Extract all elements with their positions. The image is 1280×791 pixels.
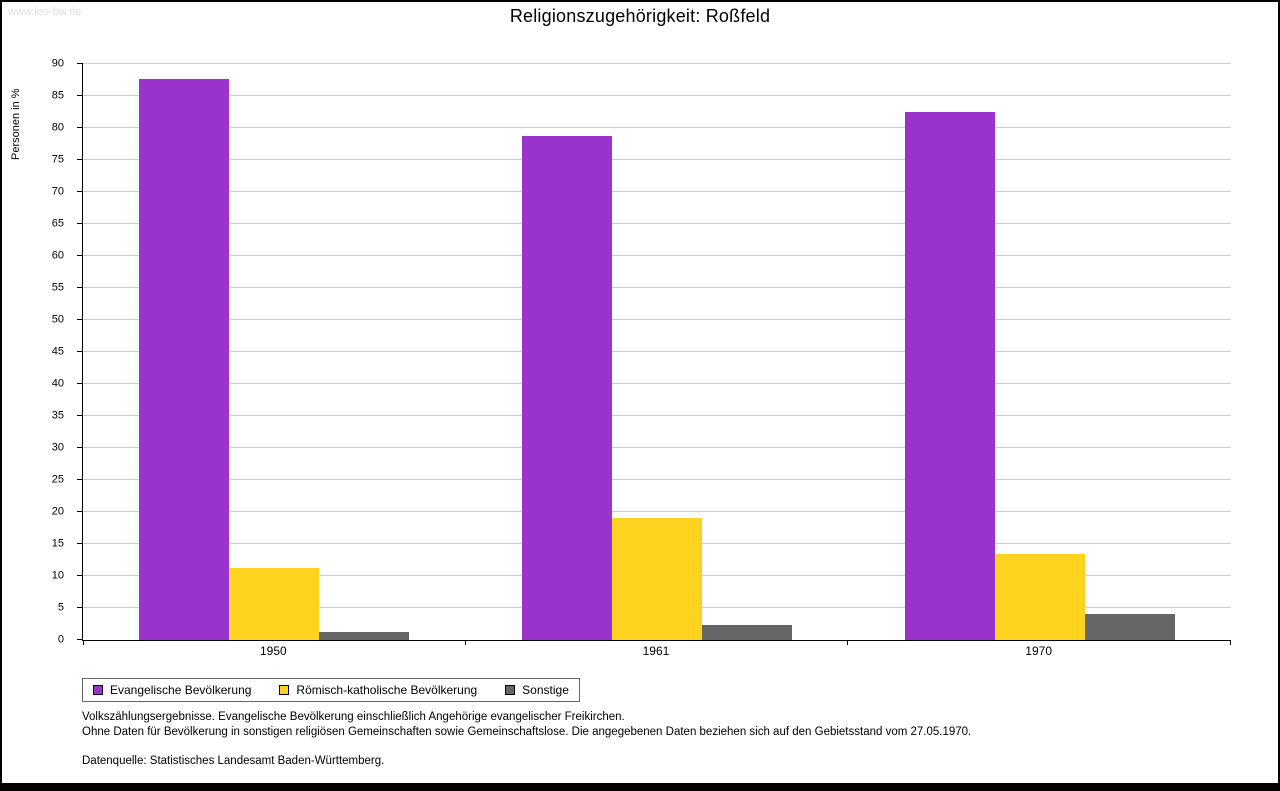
bar-sonstige	[1084, 613, 1175, 640]
x-tick-mark	[1230, 640, 1231, 645]
y-tick-label: 45	[51, 345, 64, 358]
gridline	[83, 351, 1231, 352]
legend-label: Sonstige	[522, 683, 569, 697]
bar-evangelische-bev-lkerung	[521, 136, 612, 640]
y-tick-mark	[77, 63, 83, 64]
gridline	[83, 319, 1231, 320]
y-tick-label: 40	[51, 377, 64, 390]
y-tick-label: 80	[51, 121, 64, 134]
bar-r-misch-katholische-bev-lkerung	[229, 567, 320, 640]
y-tick-label: 5	[57, 601, 64, 614]
y-tick-mark	[77, 351, 83, 352]
bar-evangelische-bev-lkerung	[904, 112, 995, 640]
y-tick-label: 90	[51, 57, 64, 70]
gridline	[83, 63, 1231, 64]
y-tick-mark	[77, 511, 83, 512]
x-axis-labels: 1950 1961 1970	[82, 644, 1230, 660]
y-tick-mark	[77, 319, 83, 320]
y-tick-mark	[77, 607, 83, 608]
y-tick-mark	[77, 127, 83, 128]
x-tick-mark	[464, 640, 466, 645]
y-tick-mark	[77, 415, 83, 416]
legend: Evangelische Bevölkerung Römisch-katholis…	[82, 678, 580, 702]
footnotes: Volkszählungsergebnisse. Evangelische Be…	[82, 710, 971, 769]
bar-sonstige	[701, 624, 792, 640]
gridline	[83, 159, 1231, 160]
x-tick-mark	[847, 640, 849, 645]
bar-r-misch-katholische-bev-lkerung	[611, 518, 702, 640]
legend-item: Evangelische Bevölkerung	[93, 683, 251, 697]
legend-item: Sonstige	[505, 683, 569, 697]
y-tick-label: 55	[51, 281, 64, 294]
x-tick-mark	[83, 640, 84, 645]
site-watermark: www.leo-bw.de	[8, 6, 82, 18]
gridline	[83, 287, 1231, 288]
legend-swatch-icon	[93, 685, 103, 695]
y-tick-label: 75	[51, 153, 64, 166]
y-tick-label: 25	[51, 473, 64, 486]
y-tick-label: 50	[51, 313, 64, 326]
y-tick-mark	[77, 575, 83, 576]
y-tick-mark	[77, 543, 83, 544]
x-tick-label: 1950	[259, 644, 287, 658]
y-tick-mark	[77, 95, 83, 96]
gridline	[83, 95, 1231, 96]
y-tick-mark	[77, 639, 83, 640]
y-tick-label: 30	[51, 441, 64, 454]
legend-swatch-icon	[279, 685, 290, 695]
footnote-line-2: Ohne Daten für Bevölkerung in sonstigen …	[82, 726, 972, 738]
gridline	[83, 447, 1231, 448]
gridline	[83, 479, 1231, 480]
y-tick-label: 35	[51, 409, 64, 422]
gridline	[83, 511, 1231, 512]
x-tick-label: 1961	[642, 644, 670, 658]
gridline	[83, 127, 1231, 128]
bar-r-misch-katholische-bev-lkerung	[994, 553, 1085, 640]
y-tick-mark	[77, 287, 83, 288]
y-tick-label: 20	[51, 505, 64, 518]
gridline	[83, 255, 1231, 256]
bar-group	[848, 64, 1231, 640]
bar-evangelische-bev-lkerung	[139, 79, 230, 640]
y-tick-label: 60	[51, 249, 64, 262]
legend-swatch-icon	[505, 685, 516, 695]
bar-group	[466, 64, 849, 640]
y-tick-label: 70	[51, 185, 64, 198]
y-tick-label: 0	[57, 633, 64, 646]
x-tick-label: 1970	[1025, 644, 1052, 658]
gridline	[83, 383, 1231, 384]
y-axis-labels: 0 5 10 15 20 25 30 35 40 45 50 55 60 65 70 75 80 85 90	[2, 58, 72, 645]
legend-item: Römisch-katholische Bevölkerung	[279, 683, 477, 697]
footnote-line-1: Volkszählungsergebnisse. Evangelische Be…	[82, 711, 625, 723]
bar-group	[83, 64, 466, 640]
bar-sonstige	[319, 632, 410, 640]
legend-label: Römisch-katholische Bevölkerung	[296, 683, 478, 697]
plot-area	[77, 63, 1231, 645]
gridline	[83, 191, 1231, 192]
gridline	[83, 223, 1231, 224]
y-tick-label: 10	[51, 569, 64, 582]
gridline	[83, 415, 1231, 416]
chart-title: Religionszugehörigkeit: Roßfeld	[509, 6, 771, 26]
y-tick-mark	[77, 479, 83, 480]
y-tick-label: 15	[51, 537, 64, 550]
y-tick-mark	[77, 255, 83, 256]
y-tick-mark	[77, 191, 83, 192]
footnote-source: Datenquelle: Statistisches Landesamt Bad…	[82, 755, 385, 767]
legend-label: Evangelische Bevölkerung	[110, 683, 252, 697]
y-tick-label: 85	[51, 89, 64, 102]
y-tick-mark	[77, 383, 83, 384]
y-tick-mark	[77, 159, 83, 160]
y-tick-mark	[77, 447, 83, 448]
y-tick-mark	[77, 223, 83, 224]
y-tick-label: 65	[51, 217, 64, 230]
